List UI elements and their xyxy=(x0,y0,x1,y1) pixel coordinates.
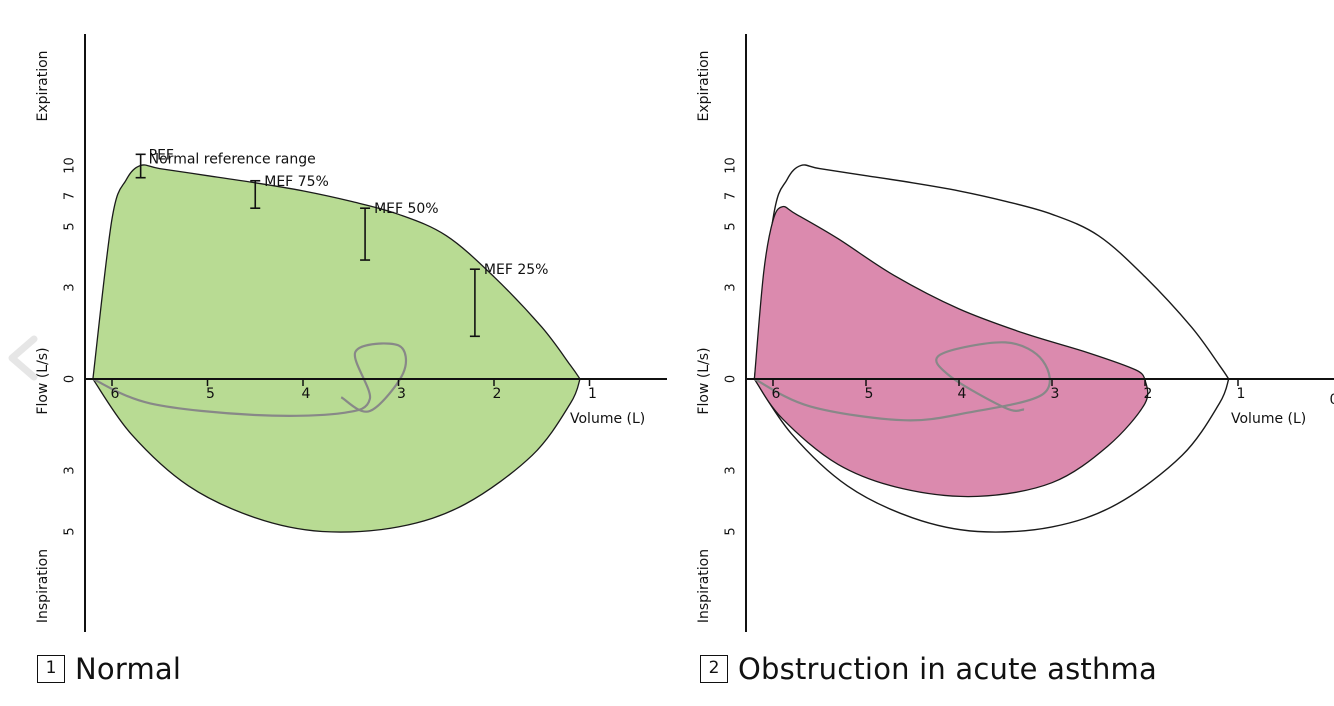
x-tick-label: 6 xyxy=(772,386,781,402)
x-tick-label: 2 xyxy=(493,386,502,402)
x-axis-label: Volume (L) xyxy=(570,411,645,427)
figure-title: Obstruction in acute asthma xyxy=(738,652,1157,686)
figure-number: 2 xyxy=(700,655,728,683)
y-tick-label: 0 xyxy=(63,375,78,383)
reference-range-label: Normal reference range xyxy=(149,152,316,168)
pef-label: PEF xyxy=(149,147,174,163)
flow-volume-loop-filled xyxy=(753,205,1149,498)
figure-number: 1 xyxy=(37,655,65,683)
y-tick-label: 5 xyxy=(724,222,739,230)
y-tick-label: 0 xyxy=(724,375,739,383)
y-tick-label: 3 xyxy=(63,466,78,474)
x-tick-label: 1 xyxy=(1237,386,1246,402)
chart-panel-normal: 107530356543210Volume (L)ExpirationFlow … xyxy=(35,34,667,686)
chart-panel-asthma: 107530356543210Volume (L)ExpirationFlow … xyxy=(667,0,1334,706)
chevron-left-icon[interactable] xyxy=(0,333,44,383)
figure-caption-1: 1 Normal xyxy=(37,652,181,686)
flow-volume-chart-normal: 107530356543210Volume (L)ExpirationFlow … xyxy=(35,34,667,632)
flow-volume-chart-asthma: 107530356543210Volume (L)ExpirationFlow … xyxy=(696,34,1334,632)
x-tick-label: 5 xyxy=(206,386,215,402)
tidal-breathing-loop xyxy=(753,341,1051,422)
x-tick-label: 3 xyxy=(397,386,406,402)
x-axis-label: Volume (L) xyxy=(1231,411,1306,427)
x-tick-label: 4 xyxy=(302,386,311,402)
x-tick-label: 2 xyxy=(1144,386,1153,402)
y-axis-label: Flow (L/s) xyxy=(35,347,51,414)
y-tick-label: 3 xyxy=(724,466,739,474)
y-label-expiration: Expiration xyxy=(696,50,712,121)
y-tick-label: 5 xyxy=(63,222,78,230)
x-tick-label: 1 xyxy=(588,386,597,402)
flow-volume-loop-reference xyxy=(753,164,1230,533)
x-tick-label: 5 xyxy=(865,386,874,402)
y-tick-label: 3 xyxy=(724,283,739,291)
mef-label: MEF 25% xyxy=(484,262,549,278)
x-tick-label: 4 xyxy=(958,386,967,402)
y-tick-label: 3 xyxy=(63,283,78,291)
x-tick-label: 3 xyxy=(1051,386,1060,402)
y-axis-label: Flow (L/s) xyxy=(696,347,712,414)
y-tick-label: 5 xyxy=(724,527,739,535)
mef-label: MEF 75% xyxy=(264,174,329,190)
y-label-expiration: Expiration xyxy=(35,50,51,121)
y-tick-label: 10 xyxy=(63,157,78,174)
y-tick-label: 7 xyxy=(724,192,739,200)
figure-caption-2: 2 Obstruction in acute asthma xyxy=(700,652,1157,686)
tidal-breathing-loop xyxy=(92,342,408,417)
figure-title: Normal xyxy=(75,652,182,686)
flow-volume-loop-filled xyxy=(92,164,581,533)
y-tick-label: 5 xyxy=(63,527,78,535)
y-label-inspiration: Inspiration xyxy=(696,549,712,623)
x-tick-label: 6 xyxy=(111,386,120,402)
mef-label: MEF 50% xyxy=(374,201,439,217)
y-label-inspiration: Inspiration xyxy=(35,549,51,623)
x-tick-label: 0 xyxy=(1330,392,1334,408)
y-tick-label: 10 xyxy=(724,157,739,174)
y-tick-label: 7 xyxy=(63,192,78,200)
